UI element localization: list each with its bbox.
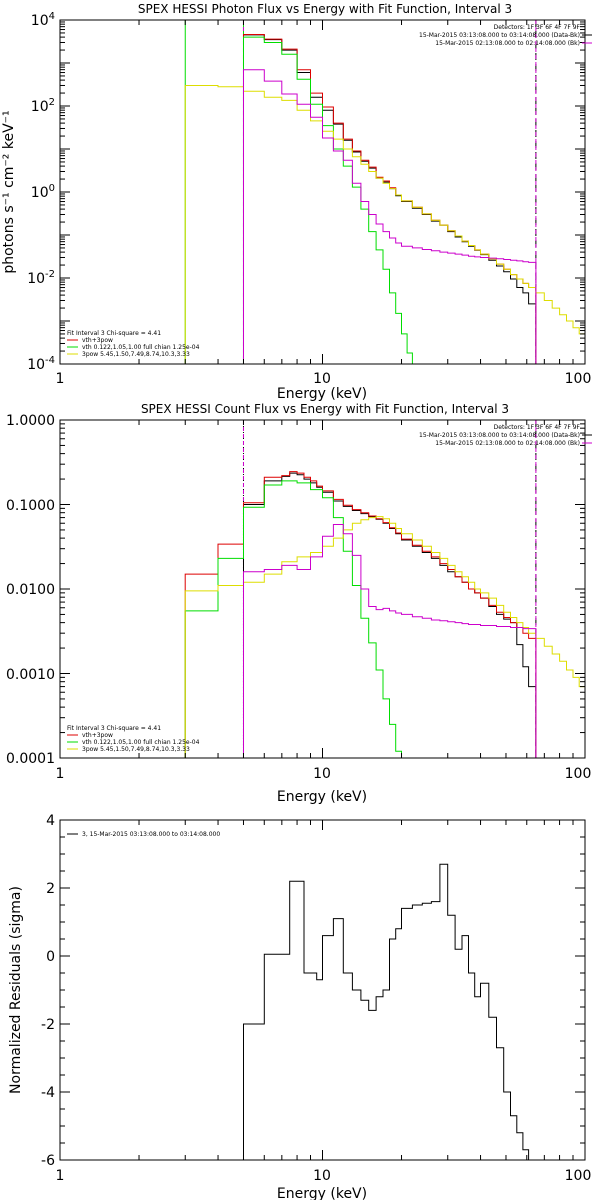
residuals-panel: 4 2 0 -2 -4 -6 1 10 100 Energy (keV) Nor… xyxy=(8,813,591,1200)
count-flux-info: Detectors: 1F 3F 6F 4F 7F 9F 15-Mar-2015… xyxy=(419,424,592,447)
count-flux-legend: Fit Interval 3 Chi-square = 4.41 vth+3po… xyxy=(67,725,200,753)
series-0 xyxy=(243,863,536,1161)
photon-flux-info-detectors: Detectors: 1F 3F 6F 4F 7F 9F xyxy=(494,24,581,31)
count-flux-info-bk: 15-Mar-2015 02:13:08.000 to 02:14:08.000… xyxy=(435,440,580,447)
residuals-legend: 3, 15-Mar-2015 03:13:08.000 to 03:14:08.… xyxy=(67,831,220,838)
count-flux-legend-3pow: 3pow 5.45,1.50,7.49,8.74,10.3,3.33 xyxy=(82,746,190,753)
photon-flux-x-axis-label: Energy (keV) xyxy=(277,386,367,402)
photon-flux-legend-vth3pow: vth+3pow xyxy=(82,337,113,344)
photon-flux-info-bk: 15-Mar-2015 02:13:08.000 to 02:14:08.000… xyxy=(435,40,580,47)
count-flux-plot-frame xyxy=(59,419,586,759)
photon-flux-xtick-10: 10 xyxy=(313,371,331,387)
series-3 xyxy=(184,85,586,364)
count-flux-info-data: 15-Mar-2015 03:13:08.000 to 03:14:08.000… xyxy=(419,432,580,439)
photon-flux-ytick-1e-2: 10-2 xyxy=(27,269,55,287)
residuals-ytick-0: 0 xyxy=(46,949,55,965)
count-flux-panel: SPEX HESSI Count Flux vs Energy with Fit… xyxy=(6,402,592,805)
photon-flux-panel: SPEX HESSI Photon Flux vs Energy with Fi… xyxy=(1,2,592,402)
photon-flux-series xyxy=(184,34,586,365)
series-2 xyxy=(184,480,408,759)
photon-flux-legend-3pow: 3pow 5.45,1.50,7.49,8.74,10.3,3.33 xyxy=(82,351,190,358)
photon-flux-ytick-1e0: 100 xyxy=(31,183,55,201)
photon-flux-xtick-100: 100 xyxy=(565,371,592,387)
photon-flux-xtick-1: 1 xyxy=(56,371,65,387)
photon-flux-y-axis-label: photons s⁻¹ cm⁻² keV⁻¹ xyxy=(1,110,17,273)
count-flux-legend-vth3pow: vth+3pow xyxy=(82,732,113,739)
photon-flux-ytick-1e2: 102 xyxy=(31,97,55,115)
photon-flux-title: SPEX HESSI Photon Flux vs Energy with Fi… xyxy=(138,2,512,16)
series-1 xyxy=(243,34,537,364)
residuals-ytick-4: 4 xyxy=(46,813,55,829)
count-flux-x-tick-labels: 1 10 100 xyxy=(56,766,592,782)
photon-flux-legend: Fit Interval 3 Chi-square = 4.41 vth+3po… xyxy=(67,330,200,358)
series-4 xyxy=(243,524,537,758)
photon-flux-info-data: 15-Mar-2015 03:13:08.000 to 03:14:08.000… xyxy=(419,32,580,39)
residuals-ytick-neg2: -2 xyxy=(41,1017,55,1033)
photon-flux-legend-vth: vth 0.122,1.05,1.00 full chian 1.25e-04 xyxy=(82,344,200,351)
residuals-xtick-100: 100 xyxy=(565,1168,592,1184)
series-1 xyxy=(184,471,537,758)
residuals-x-tick-labels: 1 10 100 xyxy=(56,1168,592,1184)
photon-flux-ticks xyxy=(59,19,586,365)
count-flux-legend-vth: vth 0.122,1.05,1.00 full chian 1.25e-04 xyxy=(82,739,200,746)
residuals-ticks xyxy=(59,819,586,1161)
residuals-series xyxy=(243,863,536,1161)
count-flux-ytick-0.001: 0.0010 xyxy=(6,667,55,683)
photon-flux-ytick-1e4: 104 xyxy=(31,11,55,29)
count-flux-ytick-1: 1.0000 xyxy=(6,413,55,429)
series-3 xyxy=(184,516,586,758)
residuals-xtick-1: 1 xyxy=(56,1168,65,1184)
residuals-y-tick-labels: 4 2 0 -2 -4 -6 xyxy=(41,813,55,1169)
photon-flux-ytick-1e-4: 10-4 xyxy=(27,355,55,373)
count-flux-ytick-0.1: 0.1000 xyxy=(6,498,55,514)
residuals-x-axis-label: Energy (keV) xyxy=(277,1186,367,1200)
photon-flux-info: Detectors: 1F 3F 6F 4F 7F 9F 15-Mar-2015… xyxy=(419,24,592,47)
residuals-y-axis-label: Normalized Residuals (sigma) xyxy=(8,886,24,1094)
count-flux-series xyxy=(184,471,586,759)
count-flux-ytick-0.01: 0.0100 xyxy=(6,582,55,598)
count-flux-x-axis-label: Energy (keV) xyxy=(277,789,367,805)
count-flux-ticks xyxy=(59,419,586,759)
series-0 xyxy=(243,34,537,364)
residuals-ytick-neg4: -4 xyxy=(41,1085,55,1101)
residuals-xtick-10: 10 xyxy=(313,1168,331,1184)
residuals-plot-frame xyxy=(59,819,586,1161)
count-flux-xtick-100: 100 xyxy=(565,766,592,782)
residuals-ytick-2: 2 xyxy=(46,881,55,897)
count-flux-y-tick-labels: 1.0000 0.1000 0.0100 0.0010 0.0001 xyxy=(6,413,55,767)
photon-flux-x-tick-labels: 1 10 100 xyxy=(56,371,592,387)
photon-flux-y-tick-labels: 10-4 10-2 100 102 104 xyxy=(27,11,55,373)
count-flux-info-detectors: Detectors: 1F 3F 6F 4F 7F 9F xyxy=(494,424,581,431)
series-2 xyxy=(243,36,418,365)
count-flux-xtick-10: 10 xyxy=(313,766,331,782)
count-flux-title: SPEX HESSI Count Flux vs Energy with Fit… xyxy=(141,402,509,416)
photon-flux-plot-frame xyxy=(59,19,586,365)
residuals-legend-label: 3, 15-Mar-2015 03:13:08.000 to 03:14:08.… xyxy=(82,831,220,838)
residuals-ytick-neg6: -6 xyxy=(41,1153,55,1169)
series-4 xyxy=(243,69,537,364)
count-flux-ytick-0.0001: 0.0001 xyxy=(6,751,55,767)
photon-flux-legend-fit: Fit Interval 3 Chi-square = 4.41 xyxy=(67,330,161,337)
count-flux-xtick-1: 1 xyxy=(56,766,65,782)
count-flux-legend-fit: Fit Interval 3 Chi-square = 4.41 xyxy=(67,725,161,732)
